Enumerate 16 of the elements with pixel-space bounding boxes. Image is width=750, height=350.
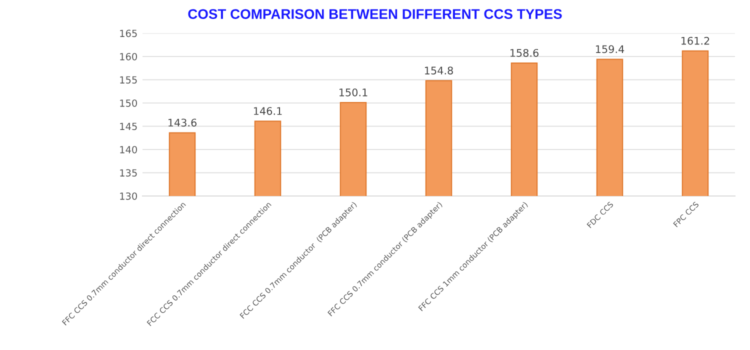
y-tick-label: 165 <box>120 30 137 38</box>
chart-title: COST COMPARISON BETWEEN DIFFERENT CCS TYPES <box>188 9 562 19</box>
y-tick-label: 140 <box>120 146 137 154</box>
y-tick-label: 155 <box>120 76 137 84</box>
data-label: 161.2 <box>681 36 710 45</box>
y-tick-label: 130 <box>120 192 137 200</box>
data-label: 146.1 <box>254 107 282 115</box>
y-tick-label: 150 <box>120 99 137 107</box>
y-tick-label: 145 <box>120 122 137 130</box>
y-tick-label: 135 <box>120 169 137 177</box>
data-label: 159.4 <box>596 45 624 54</box>
data-label: 158.6 <box>510 48 538 57</box>
data-label: 143.6 <box>168 118 197 127</box>
data-label: 150.1 <box>339 88 368 96</box>
y-tick-label: 160 <box>120 52 137 60</box>
data-label: 154.8 <box>424 66 453 74</box>
